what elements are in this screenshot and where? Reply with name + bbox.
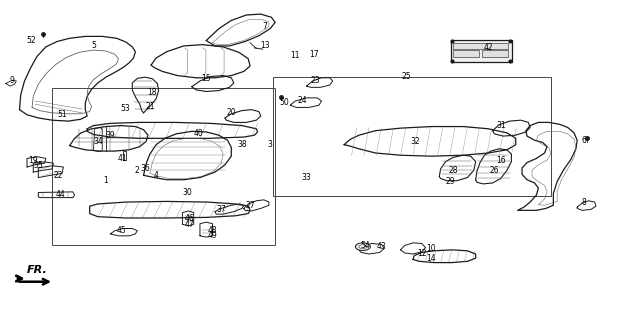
Text: 6: 6 (581, 136, 586, 145)
Text: 8: 8 (581, 197, 586, 206)
Text: 16: 16 (496, 156, 506, 165)
Bar (52, 88, 275, 245)
Text: 35: 35 (33, 161, 43, 170)
Text: 29: 29 (446, 177, 455, 186)
Text: 5: 5 (91, 41, 96, 51)
Bar (273, 76, 551, 196)
Text: 30: 30 (183, 188, 192, 197)
Text: 32: 32 (411, 137, 420, 146)
Text: 11: 11 (291, 51, 300, 60)
Text: 50: 50 (279, 98, 289, 107)
Text: 51: 51 (57, 110, 67, 119)
Bar (482, 50, 508, 57)
Text: 37: 37 (217, 205, 226, 214)
Circle shape (355, 243, 371, 251)
Circle shape (359, 245, 367, 249)
Text: 7: 7 (263, 22, 268, 31)
Text: 52: 52 (26, 36, 36, 45)
Text: 12: 12 (417, 249, 426, 258)
Text: 9: 9 (9, 76, 14, 85)
Text: 43: 43 (377, 242, 387, 251)
Text: 19: 19 (28, 156, 38, 165)
Text: 2: 2 (135, 166, 139, 175)
Text: 39: 39 (106, 131, 115, 140)
Text: 27: 27 (246, 201, 255, 210)
Text: 40: 40 (193, 129, 203, 138)
Text: 17: 17 (309, 50, 319, 59)
Text: FR.: FR. (27, 265, 48, 275)
Bar (453, 44, 508, 49)
Text: 13: 13 (261, 41, 270, 51)
Text: 31: 31 (496, 121, 506, 130)
Text: 53: 53 (120, 104, 129, 113)
Text: 22: 22 (53, 171, 63, 180)
Text: 33: 33 (301, 173, 311, 182)
Text: 14: 14 (426, 254, 435, 263)
Text: 46: 46 (185, 214, 195, 223)
Text: 48: 48 (208, 226, 217, 235)
Text: 44: 44 (55, 190, 65, 199)
Text: 18: 18 (148, 88, 157, 97)
Text: 49: 49 (208, 231, 217, 240)
Bar (451, 40, 512, 62)
Text: 38: 38 (237, 140, 247, 149)
Text: 54: 54 (360, 241, 371, 250)
Text: 20: 20 (227, 108, 236, 117)
Text: 15: 15 (202, 74, 211, 83)
Text: 36: 36 (140, 164, 149, 173)
Text: 10: 10 (426, 244, 435, 253)
Text: 45: 45 (116, 226, 126, 235)
Text: 34: 34 (93, 137, 103, 146)
Text: 28: 28 (448, 166, 458, 175)
Text: 47: 47 (185, 220, 195, 229)
Text: 41: 41 (118, 154, 127, 163)
Bar (453, 50, 479, 57)
Text: 4: 4 (154, 171, 158, 180)
Text: 26: 26 (490, 166, 499, 175)
Text: 23: 23 (310, 76, 320, 85)
Text: 42: 42 (484, 43, 493, 52)
Text: 24: 24 (298, 96, 308, 105)
Text: 21: 21 (145, 102, 154, 111)
Text: 25: 25 (402, 72, 411, 81)
Text: 1: 1 (104, 176, 109, 185)
Text: 3: 3 (268, 140, 273, 149)
